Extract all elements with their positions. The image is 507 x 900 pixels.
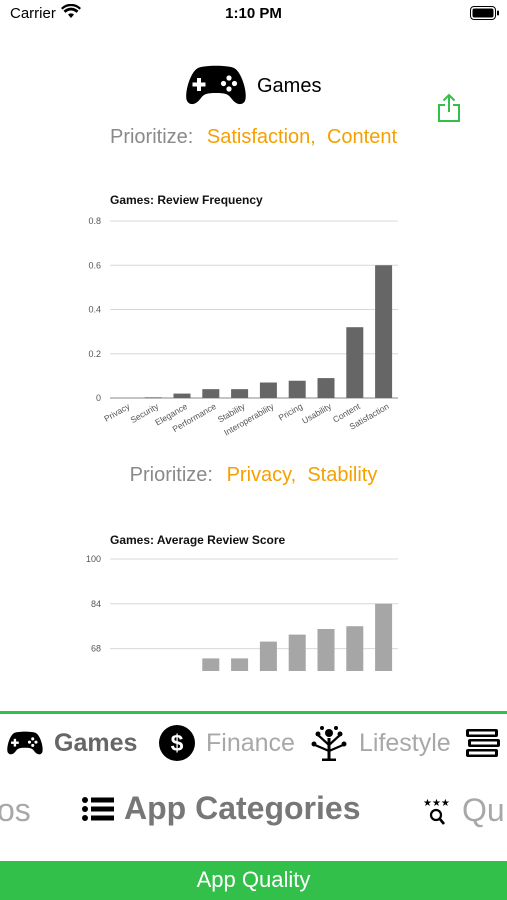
chart-title: Games: Review Frequency	[110, 193, 263, 207]
clock: 1:10 PM	[225, 5, 282, 22]
bar	[346, 327, 364, 398]
bar	[317, 378, 335, 398]
bottom-bar-label: App Quality	[196, 867, 311, 892]
bar	[259, 641, 277, 671]
prioritize-value[interactable]: Privacy, Stability	[226, 464, 378, 486]
bar	[346, 626, 364, 671]
status-bar: Carrier 1:10 PM	[0, 0, 507, 30]
bottom-tab-app-quality[interactable]: App Quality	[0, 861, 507, 900]
x-tick-label: Usability	[300, 401, 333, 426]
y-tick-label: 68	[91, 644, 101, 654]
section-prev-label[interactable]: os	[0, 792, 31, 828]
prioritize-row: Prioritize: Privacy, Stability	[0, 464, 507, 487]
category-label: Lifestyle	[359, 728, 451, 757]
page-title: Games	[257, 75, 322, 97]
svg-text:$: $	[171, 730, 184, 756]
y-tick-label: 0.4	[88, 305, 101, 315]
section-next-label[interactable]: Qu	[462, 792, 505, 828]
prioritize-value[interactable]: Satisfaction, Content	[206, 126, 398, 148]
bar	[231, 658, 249, 671]
list-icon	[82, 796, 114, 821]
chart-title: Games: Average Review Score	[110, 533, 286, 547]
bar	[259, 382, 277, 398]
y-tick-label: 0.8	[88, 216, 101, 226]
y-tick-label: 0.6	[88, 260, 101, 270]
gamepad-icon	[186, 65, 246, 105]
divider	[0, 711, 507, 714]
wifi-icon	[61, 4, 81, 18]
gamepad-icon	[7, 731, 43, 755]
battery-icon	[470, 6, 499, 20]
bar	[202, 389, 220, 398]
category-item-lifestyle[interactable]: Lifestyle	[309, 726, 451, 761]
bar	[202, 658, 220, 671]
bar	[173, 393, 191, 398]
stars-search-icon: ★★★	[423, 798, 450, 825]
review-frequency-chart: Games: Review Frequency 0 0.2 0.4 0.6 0.8 Priv…	[88, 193, 398, 438]
category-label: Finance	[206, 728, 295, 757]
bar	[144, 397, 162, 399]
y-tick-label: 0	[96, 393, 101, 403]
section-label: App Categories	[124, 790, 361, 826]
share-icon[interactable]	[436, 93, 462, 123]
bar	[231, 389, 249, 398]
dollar-circle-icon: $	[159, 725, 195, 761]
prioritize-label: Prioritize:	[129, 464, 213, 486]
bar	[288, 380, 306, 398]
section-scroller[interactable]: os App Categories ★★★ Qu	[0, 780, 507, 844]
bar	[375, 265, 393, 398]
bar	[317, 629, 335, 671]
category-scroller[interactable]: Games $ Finance Lifestyle	[0, 718, 507, 768]
x-tick-label: Privacy	[102, 401, 132, 424]
tree-person-icon	[311, 726, 347, 761]
prioritize-row: Prioritize: Satisfaction, Content	[0, 126, 507, 149]
svg-text:★★★: ★★★	[423, 798, 450, 809]
bar	[375, 603, 393, 671]
category-label: Games	[54, 728, 138, 757]
category-item-books[interactable]	[464, 726, 507, 760]
y-tick-label: 100	[86, 554, 101, 564]
bar	[288, 634, 306, 671]
category-item-games[interactable]: Games	[6, 726, 137, 760]
average-review-score-chart: Games: Average Review Score 68 84 100	[86, 533, 398, 671]
y-tick-label: 84	[91, 599, 101, 609]
y-tick-label: 0.2	[88, 349, 101, 359]
section-app-categories[interactable]: App Categories	[82, 790, 360, 827]
category-item-finance[interactable]: $ Finance	[158, 725, 295, 761]
prioritize-label: Prioritize:	[109, 126, 194, 148]
books-icon	[466, 729, 500, 757]
x-tick-label: Pricing	[277, 401, 305, 423]
carrier-label: Carrier	[10, 5, 56, 22]
